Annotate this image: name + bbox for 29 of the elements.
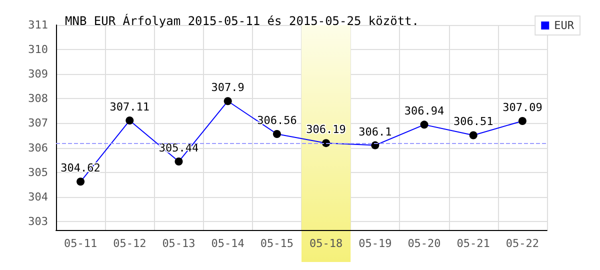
x-tick-label: 05-18 xyxy=(309,237,343,250)
y-tick-label: 307 xyxy=(28,116,48,130)
data-label: 306.94 xyxy=(404,104,444,118)
x-tick-label: 05-20 xyxy=(408,237,441,250)
x-tick-label: 05-12 xyxy=(113,237,146,250)
y-tick-label: 306 xyxy=(28,141,48,154)
legend-label: EUR xyxy=(554,19,574,32)
data-label: 307.9 xyxy=(211,81,244,94)
data-label: 307.11 xyxy=(110,100,150,114)
data-label: 306.19 xyxy=(306,123,346,136)
chart-title: MNB EUR Árfolyam 2015-05-11 és 2015-05-25 között. xyxy=(65,13,420,28)
x-tick-label: 05-11 xyxy=(64,237,98,250)
x-tick-label: 05-15 xyxy=(260,237,294,250)
y-tick-label: 304 xyxy=(28,190,48,204)
y-tick-label: 303 xyxy=(28,214,48,228)
y-tick-label: 308 xyxy=(28,92,48,106)
x-tick-label: 05-14 xyxy=(211,237,245,250)
y-tick-label: 309 xyxy=(28,68,48,81)
y-tick-label: 311 xyxy=(28,18,48,32)
data-label: 307.09 xyxy=(502,100,542,114)
x-tick-label: 05-21 xyxy=(456,237,490,250)
y-tick-label: 310 xyxy=(28,43,48,56)
x-tick-label: 05-13 xyxy=(162,237,196,250)
data-label: 306.1 xyxy=(358,125,392,138)
x-tick-label: 05-19 xyxy=(358,237,392,250)
data-label: 306.51 xyxy=(453,115,494,128)
y-tick-label: 305 xyxy=(28,166,48,179)
data-label: 306.56 xyxy=(257,114,297,128)
x-tick-label: 05-22 xyxy=(506,237,540,250)
